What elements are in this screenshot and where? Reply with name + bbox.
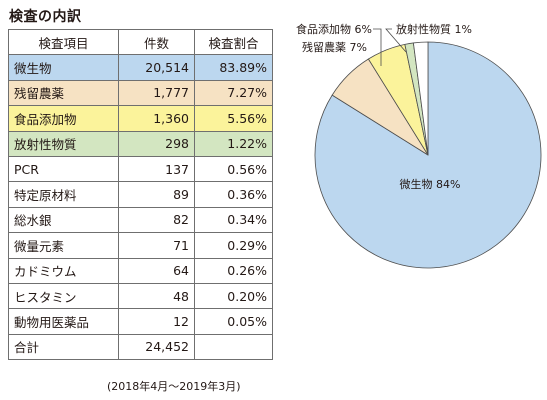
row-item-cell: 微量元素 xyxy=(8,232,119,259)
table-row: 微生物 20,514 83.89% xyxy=(8,54,273,81)
table-header-row: 検査項目 件数 検査割合 xyxy=(8,28,273,56)
table-row: 動物用医薬品 12 0.05% xyxy=(8,308,273,335)
row-count-cell: 12 xyxy=(118,308,195,335)
table-row: 総水銀 82 0.34% xyxy=(8,206,273,234)
header-share: 検査割合 xyxy=(194,28,273,56)
pie-leader-line xyxy=(373,28,382,66)
pie-slice xyxy=(314,41,542,269)
row-share-cell: 1.22% xyxy=(194,130,273,157)
row-count-cell: 1,360 xyxy=(118,105,195,132)
row-share-cell: 7.27% xyxy=(194,79,273,107)
table-row: 微量元素 71 0.29% xyxy=(8,232,273,259)
inspection-table: 検査項目 件数 検査割合 微生物 20,514 83.89% 残留農薬 1,777 7.2… xyxy=(8,28,273,361)
row-share-cell: 0.34% xyxy=(194,206,273,234)
table-row: 残留農薬 1,777 7.27% xyxy=(8,79,273,107)
row-share-cell: 0.56% xyxy=(194,155,273,183)
pie-slice xyxy=(412,41,429,156)
total-share-cell xyxy=(194,333,273,361)
row-count-cell: 20,514 xyxy=(118,54,195,81)
total-item-cell: 合計 xyxy=(8,333,119,361)
row-share-cell: 0.26% xyxy=(194,257,273,284)
table-total-row: 合計 24,452 xyxy=(8,333,273,361)
table-row: ヒスタミン 48 0.20% xyxy=(8,282,273,310)
row-count-cell: 64 xyxy=(118,257,195,284)
pie-leader-line xyxy=(385,28,407,53)
header-count: 件数 xyxy=(118,28,195,56)
total-count-cell: 24,452 xyxy=(118,333,195,361)
table-row: 放射性物質 298 1.22% xyxy=(8,130,273,157)
row-item-cell: ヒスタミン xyxy=(8,282,119,310)
pie-slice-label: 微生物 84% xyxy=(400,177,461,191)
row-share-cell: 83.89% xyxy=(194,54,273,81)
row-share-cell: 0.05% xyxy=(194,308,273,335)
row-item-cell: 残留農薬 xyxy=(8,79,119,107)
table-row: PCR 137 0.56% xyxy=(8,155,273,183)
row-share-cell: 0.20% xyxy=(194,282,273,310)
row-item-cell: 特定原材料 xyxy=(8,181,119,208)
row-count-cell: 298 xyxy=(118,130,195,157)
pie-slice-label: 放射性物質 1% xyxy=(396,22,472,36)
period-note: (2018年4月～2019年3月) xyxy=(107,380,241,393)
row-item-cell: カドミウム xyxy=(8,257,119,284)
pie-slice-label: 食品添加物 6% xyxy=(296,22,372,36)
row-item-cell: PCR xyxy=(8,155,119,183)
pie-slice-label: 残留農薬 7% xyxy=(302,40,367,54)
table-row: カドミウム 64 0.26% xyxy=(8,257,273,284)
row-share-cell: 0.36% xyxy=(194,181,273,208)
chart-title: 検査の内訳 xyxy=(9,9,82,25)
